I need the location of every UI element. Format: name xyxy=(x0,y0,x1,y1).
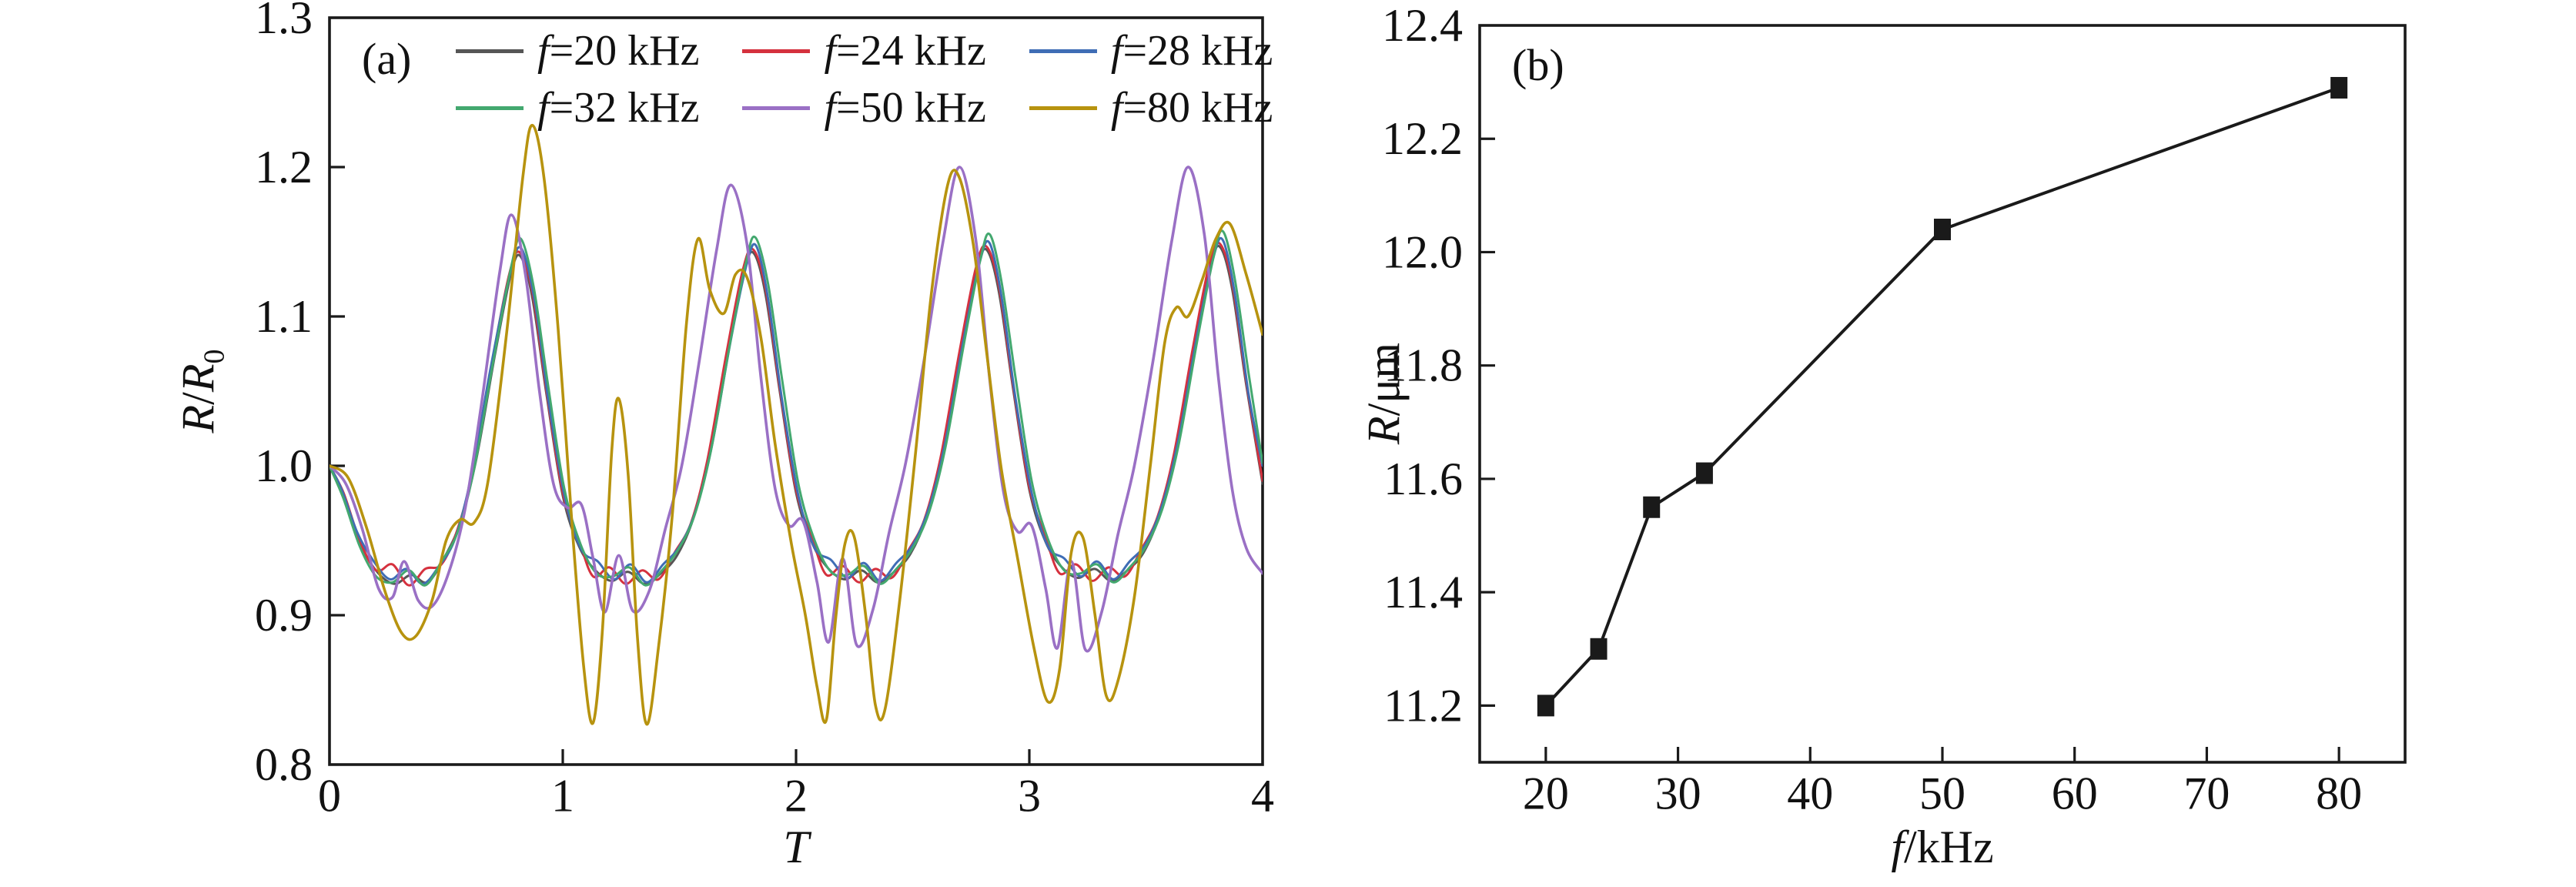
y-tick-label-b: 11.8 xyxy=(1383,340,1463,391)
series-line-f-20-khz xyxy=(330,244,1263,585)
legend-label: f=24 kHz xyxy=(824,27,986,75)
panel-a-label: (a) xyxy=(362,34,412,84)
legend-swatch-line xyxy=(742,105,811,110)
y-tick-label-b: 12.2 xyxy=(1382,113,1463,164)
x-tick-label-a: 3 xyxy=(1018,770,1041,821)
legend-swatch-line xyxy=(1029,49,1097,53)
data-point-marker xyxy=(2330,76,2348,99)
legend-label: f=28 kHz xyxy=(1110,27,1273,75)
panel-b-x-axis-title: f/kHz xyxy=(1480,821,2405,874)
y-tick-label-b: 11.2 xyxy=(1383,680,1463,731)
y-title-R-numerator: R xyxy=(172,404,224,433)
panel-b-label: (b) xyxy=(1512,40,1564,90)
legend: f=20 kHz f=24 kHz f=28 kHz f=32 kHz f=50 kHz… xyxy=(456,26,1273,132)
y-tick-label-a: 1.2 xyxy=(255,142,313,192)
x-tick-label-b: 40 xyxy=(1787,768,1833,818)
x-tick-label-a: 1 xyxy=(551,770,574,821)
data-point-marker xyxy=(1590,638,1607,660)
legend-swatch-line xyxy=(1029,105,1097,110)
data-point-marker xyxy=(1643,496,1661,518)
legend-label: f=80 kHz xyxy=(1110,84,1273,132)
y-tick-label-b: 12.4 xyxy=(1382,0,1463,51)
y-tick-label-a: 1.1 xyxy=(255,291,313,342)
x-tick-label-b: 70 xyxy=(2183,768,2230,818)
legend-item: f=28 kHz xyxy=(1029,26,1273,75)
data-point-marker xyxy=(1537,695,1554,717)
x-tick-label-a: 0 xyxy=(318,770,341,821)
data-point-marker xyxy=(1934,219,1951,241)
legend-item: f=20 kHz xyxy=(456,26,699,75)
legend-item: f=80 kHz xyxy=(1029,83,1273,132)
x-tick-label-b: 50 xyxy=(1919,768,1965,818)
legend-label: f=32 kHz xyxy=(537,84,700,132)
legend-item: f=24 kHz xyxy=(742,26,986,75)
legend-item: f=32 kHz xyxy=(456,83,699,132)
y-tick-label-a: 1.3 xyxy=(255,0,313,43)
y-tick-label-b: 12.0 xyxy=(1382,226,1463,277)
legend-label: f=50 kHz xyxy=(824,84,986,132)
legend-label: f=20 kHz xyxy=(537,27,700,75)
y-title-slash: / xyxy=(172,392,224,405)
panel-a-y-axis-title: R/R0 xyxy=(172,350,232,433)
panel-b-y-axis-title: R/μm xyxy=(1358,343,1411,444)
legend-row: f=20 kHz f=24 kHz f=28 kHz xyxy=(456,26,1273,75)
y-title-R: R xyxy=(1358,416,1410,445)
x-title-unit: /kHz xyxy=(1904,822,1994,872)
y-tick-label-b: 11.4 xyxy=(1383,567,1463,618)
series-line-f-24-khz xyxy=(330,241,1263,587)
y-title-R-denominator: R xyxy=(172,363,224,393)
legend-item: f=50 kHz xyxy=(742,83,986,132)
panel-a-x-axis-title: T xyxy=(330,821,1263,874)
legend-swatch-line xyxy=(456,105,524,110)
y-title-subscript: 0 xyxy=(198,349,231,364)
y-tick-label-a: 0.9 xyxy=(255,590,313,641)
legend-swatch-line xyxy=(742,49,811,53)
series-line-r-vs-f xyxy=(1544,86,2341,708)
plot-frame-b xyxy=(1478,24,2407,764)
x-tick-label-b: 80 xyxy=(2316,768,2362,818)
series-line-f-50-khz xyxy=(330,166,1263,653)
y-tick-label-a: 1.0 xyxy=(255,440,313,491)
legend-row: f=32 kHz f=50 kHz f=80 kHz xyxy=(456,83,1273,132)
y-tick-label-b: 11.6 xyxy=(1383,454,1463,504)
x-axis-title-T: T xyxy=(783,822,809,872)
x-title-f: f xyxy=(1891,822,1905,872)
x-tick-label-a: 2 xyxy=(785,770,808,821)
y-title-unit: /μm xyxy=(1358,342,1410,417)
y-tick-label-a: 0.8 xyxy=(255,739,313,790)
x-tick-label-b: 30 xyxy=(1655,768,1701,818)
x-tick-label-b: 60 xyxy=(2052,768,2098,818)
series-line-f-80-khz xyxy=(330,123,1263,726)
legend-swatch-line xyxy=(456,49,524,53)
series-line-f-32-khz xyxy=(330,229,1263,587)
x-tick-label-b: 20 xyxy=(1523,768,1569,818)
data-point-marker xyxy=(1695,462,1713,484)
x-tick-label-a: 4 xyxy=(1251,770,1274,821)
series-line-f-28-khz xyxy=(330,236,1263,585)
